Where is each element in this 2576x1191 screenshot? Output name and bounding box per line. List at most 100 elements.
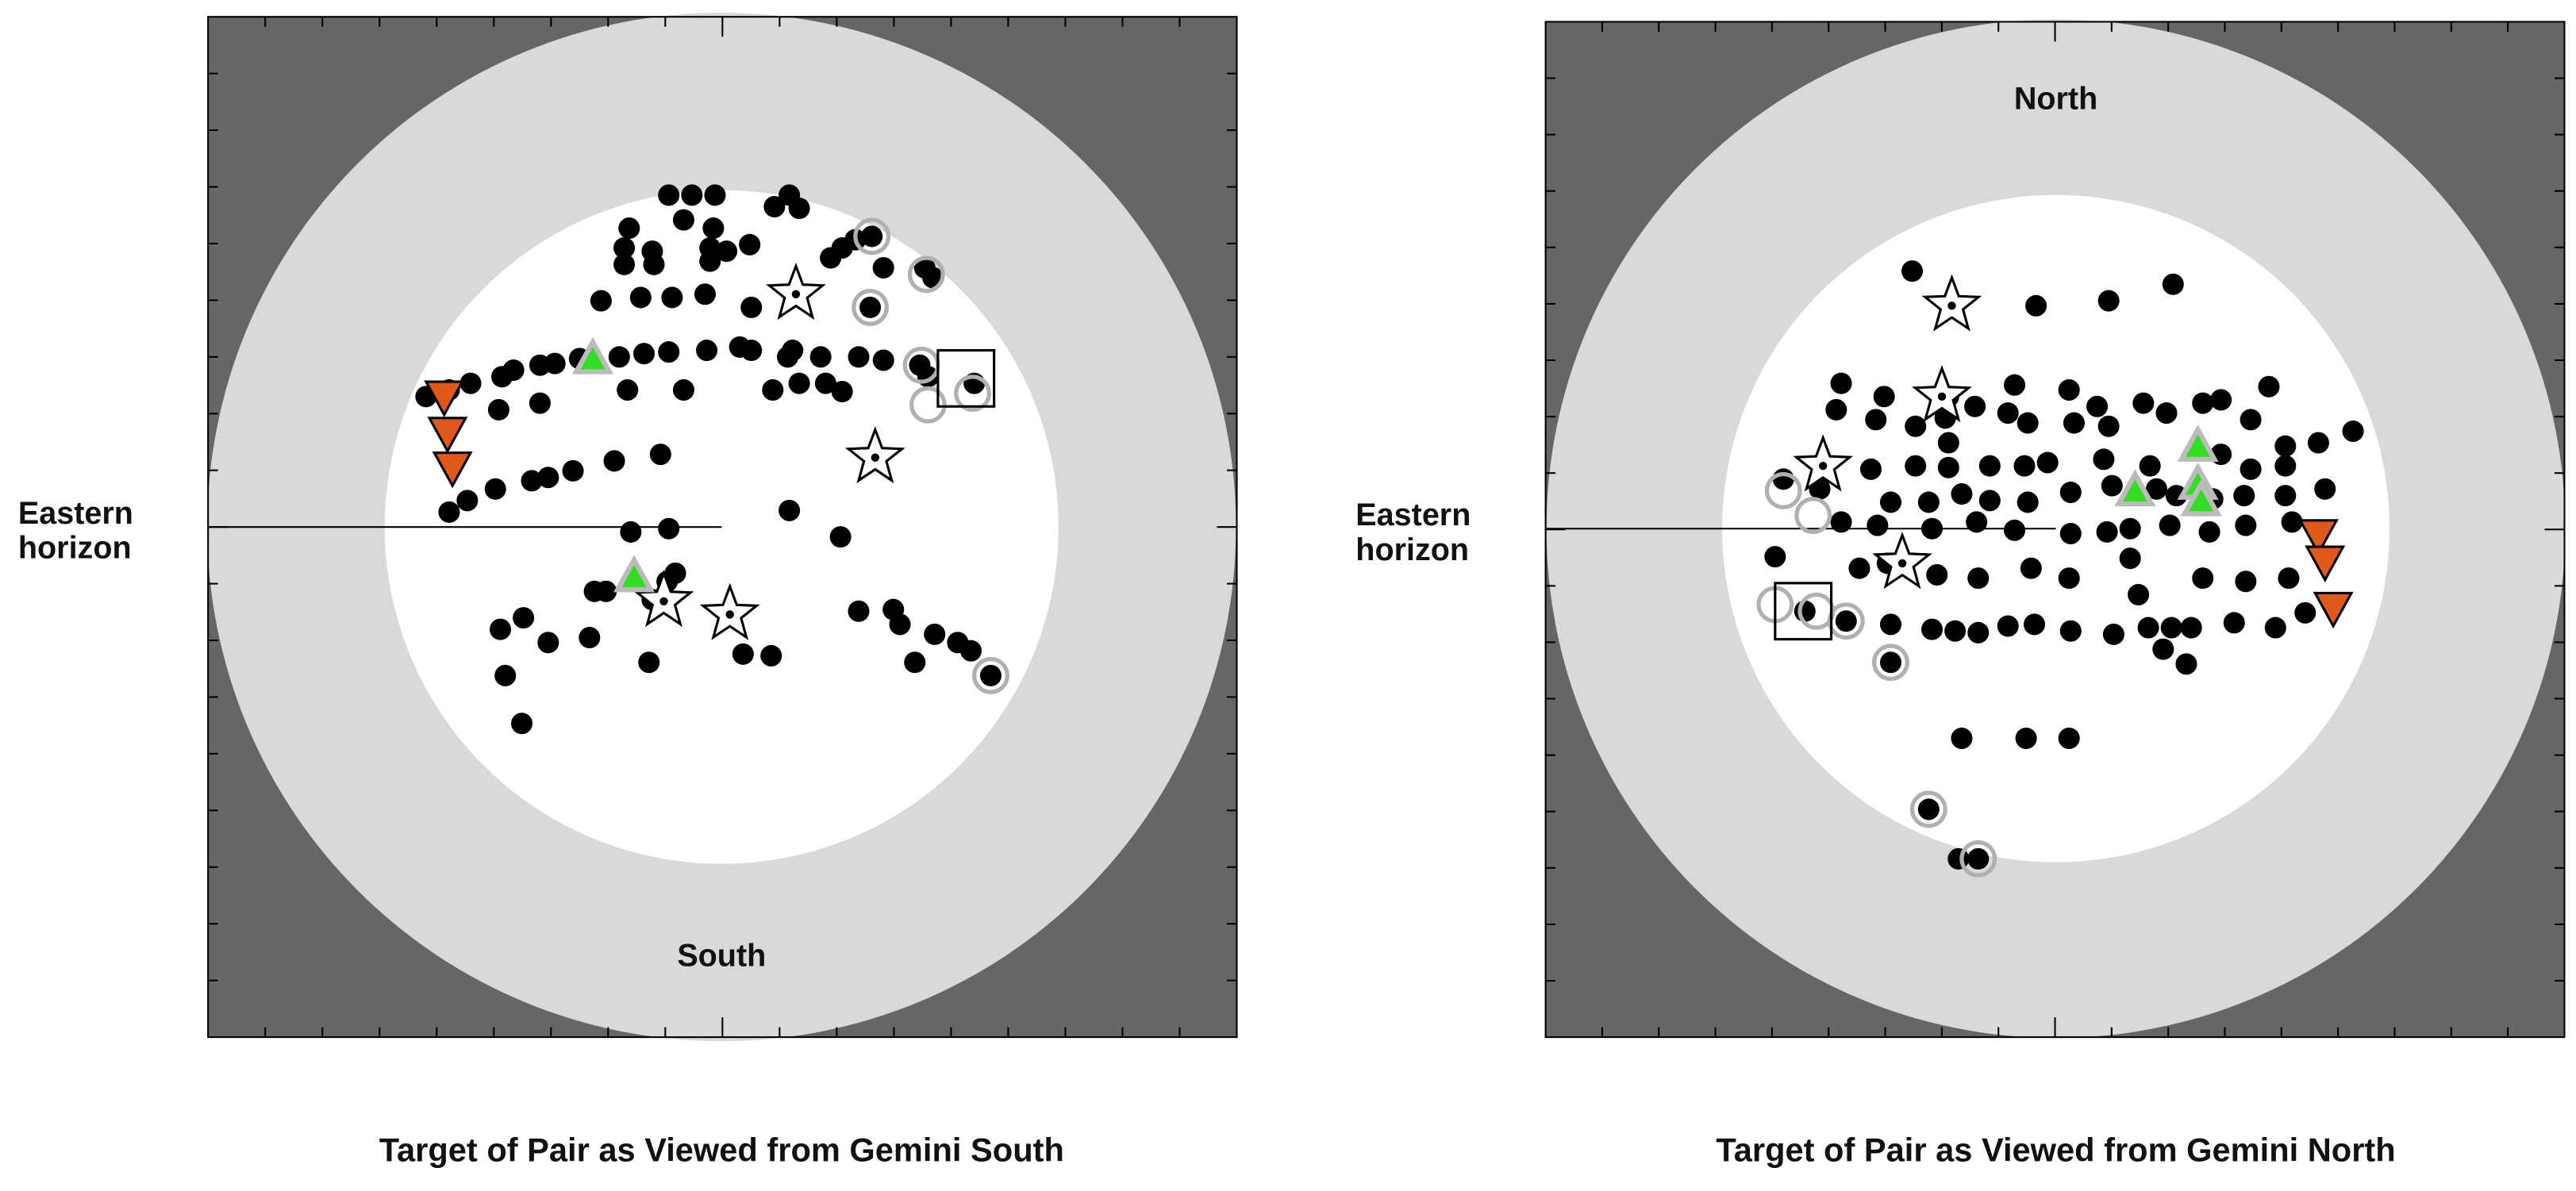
target-dot xyxy=(2175,653,2197,675)
target-dot xyxy=(608,346,630,368)
target-dot xyxy=(1764,546,1786,568)
target-dot xyxy=(889,613,911,636)
target-dot xyxy=(2086,395,2109,417)
chart-title: Target of Pair as Viewed from Gemini Sou… xyxy=(379,1131,1064,1169)
target-dot xyxy=(1937,432,1959,454)
target-dot xyxy=(2235,514,2257,536)
target-dot xyxy=(924,623,946,645)
chart-title: Target of Pair as Viewed from Gemini Nor… xyxy=(1716,1131,2395,1169)
target-dot xyxy=(681,184,703,206)
star-center xyxy=(791,290,801,298)
target-dot xyxy=(2160,617,2182,639)
target-dot xyxy=(2210,389,2232,411)
target-dot xyxy=(1825,398,1847,421)
direction-label: North xyxy=(2014,82,2097,117)
target-dot xyxy=(529,392,551,414)
star-center xyxy=(1897,559,1907,568)
target-dot xyxy=(699,250,721,272)
target-dot xyxy=(702,217,725,240)
target-dot xyxy=(2058,727,2080,750)
green-triangle xyxy=(2114,469,2156,507)
target-dot xyxy=(820,247,842,269)
ring-marker xyxy=(853,217,891,255)
target-dot xyxy=(2102,623,2124,645)
target-dot xyxy=(2025,294,2047,317)
target-dot xyxy=(579,627,601,649)
target-dot xyxy=(848,346,870,368)
target-dot xyxy=(696,339,718,362)
target-dot xyxy=(694,283,717,305)
target-dot xyxy=(861,225,883,248)
target-dot xyxy=(848,600,870,622)
target-dot xyxy=(2119,547,2141,570)
chart-panel: Eastern horizon South Target of Pair as Vi… xyxy=(18,12,1238,1169)
target-dot xyxy=(1917,491,1940,513)
target-dot xyxy=(979,664,1002,686)
target-dot xyxy=(2058,378,2080,401)
ring-marker xyxy=(1827,602,1865,640)
orange-triangle xyxy=(432,451,473,489)
target-dot xyxy=(2093,448,2115,471)
target-dot xyxy=(537,632,559,654)
target-dot xyxy=(494,664,517,686)
target-dot xyxy=(1905,415,1927,437)
chart-panel: Eastern horizon North Target of Pair as Vi… xyxy=(1355,19,2566,1169)
target-dot xyxy=(1794,600,1816,622)
target-dot xyxy=(484,478,506,500)
ring-marker xyxy=(972,657,1009,694)
target-dot xyxy=(959,640,982,662)
target-dot xyxy=(2015,727,2037,750)
target-dot xyxy=(2132,392,2155,414)
square-marker xyxy=(1774,582,1833,641)
target-dot xyxy=(2058,567,2080,590)
target-dot xyxy=(1830,511,1852,533)
target-dot xyxy=(456,490,479,512)
target-dot xyxy=(2128,583,2150,605)
target-dot xyxy=(2020,557,2042,579)
target-dot xyxy=(638,651,660,674)
target-dot xyxy=(1879,491,1902,513)
target-dot xyxy=(2159,514,2181,536)
target-dot xyxy=(521,470,543,492)
target-dot xyxy=(502,359,525,381)
ring-marker xyxy=(1764,471,1802,509)
ring-marker xyxy=(907,255,945,294)
target-dot xyxy=(2278,567,2300,590)
target-dot xyxy=(617,378,639,401)
target-dot xyxy=(859,296,882,318)
target-dot xyxy=(2059,481,2082,503)
target-dot xyxy=(672,209,694,231)
target-dot xyxy=(1926,563,1948,586)
target-dot xyxy=(2198,521,2220,543)
target-dot xyxy=(831,381,853,403)
target-dot xyxy=(1867,514,1889,536)
target-dot xyxy=(779,499,801,521)
target-dot xyxy=(632,343,656,365)
horizon-label-box: Eastern horizon xyxy=(18,498,133,567)
target-dot xyxy=(814,372,836,394)
target-dot xyxy=(658,341,680,363)
target-dot xyxy=(487,398,509,421)
target-dot xyxy=(788,372,810,394)
target-dot xyxy=(1920,618,1944,640)
target-dot xyxy=(1772,468,1794,490)
target-dot xyxy=(2258,375,2280,398)
target-dot xyxy=(2223,612,2245,634)
target-dot xyxy=(762,378,784,401)
target-dot xyxy=(629,286,652,309)
target-dot xyxy=(1978,455,2001,477)
target-dot xyxy=(1944,620,1967,642)
target-dot xyxy=(2023,613,2046,636)
target-dot xyxy=(2155,402,2178,425)
target-dot xyxy=(2119,517,2141,540)
target-dot xyxy=(829,526,852,548)
star-center xyxy=(871,453,880,462)
target-dot xyxy=(872,349,894,371)
target-dot xyxy=(2145,478,2168,500)
target-dot xyxy=(1964,395,1986,417)
orange-triangle xyxy=(2305,545,2346,582)
target-dot xyxy=(513,607,535,629)
star-center xyxy=(1818,461,1828,471)
target-dot xyxy=(2281,511,2303,533)
